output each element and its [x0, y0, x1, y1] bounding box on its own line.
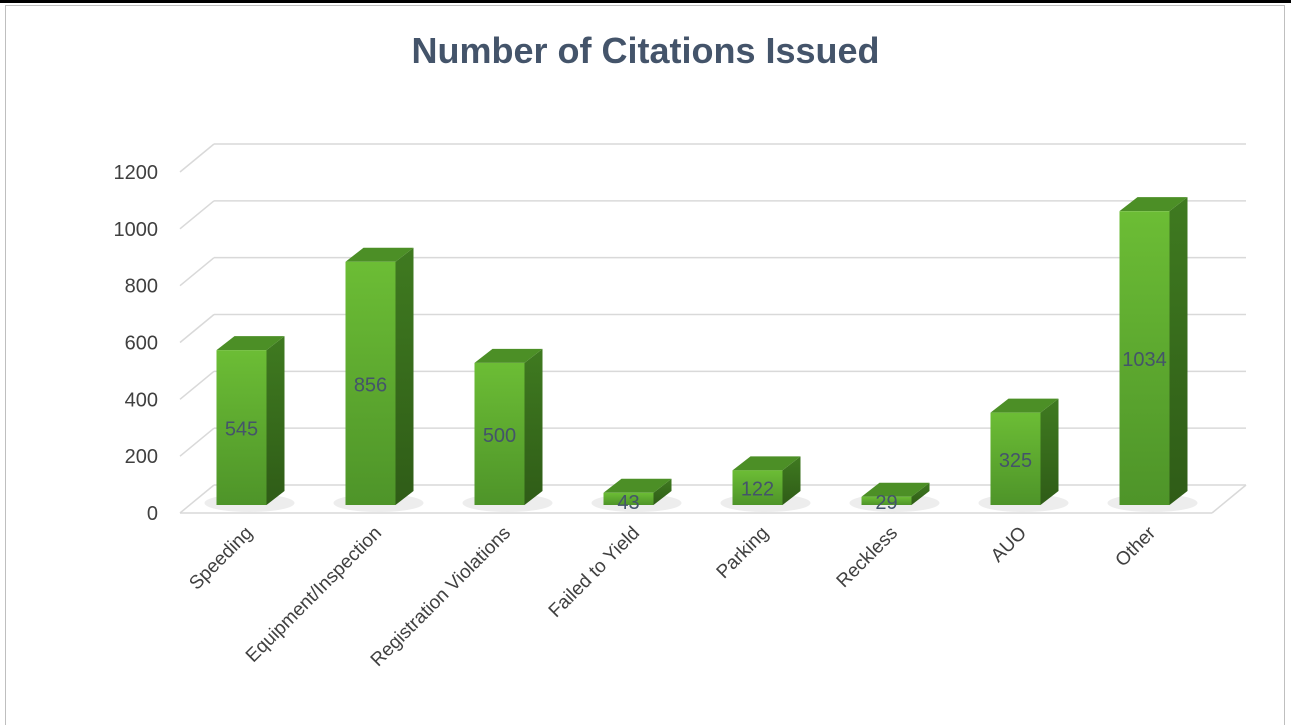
bar	[216, 350, 267, 505]
x-tick-label: Failed to Yield	[545, 523, 644, 622]
gridlines	[179, 143, 1247, 514]
gridline-diagonal	[179, 370, 215, 400]
x-tick-label: Parking	[713, 523, 773, 583]
chart-title: Number of Citations Issued	[411, 30, 880, 71]
y-tick-label: 0	[147, 503, 158, 525]
y-tick-label: 200	[125, 446, 158, 468]
bar	[1119, 211, 1170, 505]
x-tick-label: Reckless	[833, 523, 902, 592]
data-label: 43	[617, 492, 639, 514]
gridline-diagonal	[179, 143, 215, 173]
gridline-diagonal	[179, 313, 215, 344]
data-label: 856	[354, 374, 387, 396]
gridline-diagonal	[179, 427, 215, 457]
bar-side	[653, 478, 672, 505]
y-tick-label: 400	[125, 389, 158, 411]
y-tick-label: 1000	[114, 219, 159, 241]
bar-top	[474, 348, 543, 363]
bar-side	[1169, 197, 1188, 505]
bar	[603, 492, 654, 505]
bar	[474, 362, 525, 505]
bar-top	[861, 482, 930, 497]
gridline-diagonal	[179, 257, 215, 287]
y-tick-label: 600	[125, 333, 158, 355]
x-tick-label: AUO	[987, 523, 1031, 567]
top-border	[0, 0, 1291, 3]
data-label: 29	[875, 492, 897, 514]
y-tick-label: 1200	[114, 162, 159, 184]
data-label: 325	[999, 450, 1032, 472]
bar-top	[732, 456, 801, 471]
x-tick-label: Registration Violations	[367, 523, 515, 671]
bar	[990, 412, 1041, 505]
bar-top	[345, 247, 414, 262]
x-tick-label: Speeding	[185, 523, 257, 595]
bar-top	[1119, 197, 1188, 212]
bar-top	[216, 336, 285, 351]
bar-top	[603, 478, 672, 493]
bars: 545 856 500 43 122 29 325 1034	[204, 197, 1198, 514]
gridline-diagonal	[179, 200, 215, 230]
x-tick-label: Other	[1112, 522, 1161, 571]
bar	[732, 470, 783, 505]
bar	[861, 496, 912, 505]
bar-side	[395, 247, 414, 505]
bar-side	[1040, 398, 1059, 505]
bar-side	[524, 348, 543, 505]
floor-right-line	[1211, 484, 1247, 514]
x-axis: SpeedingEquipment/InspectionRegistration…	[185, 522, 1160, 671]
data-label: 545	[225, 419, 258, 441]
data-label: 122	[741, 479, 774, 501]
y-axis: 0 200 400 600 800 1000 1200	[114, 162, 159, 525]
y-tick-label: 800	[125, 276, 158, 298]
x-tick-label: Equipment/Inspection	[242, 523, 386, 667]
bar-side	[911, 482, 930, 505]
bar-side	[782, 456, 801, 505]
bar	[345, 261, 396, 505]
bar-top	[990, 398, 1059, 413]
gridline-diagonal	[179, 484, 215, 514]
data-label: 500	[483, 425, 516, 447]
data-label: 1034	[1122, 349, 1167, 371]
bar-side	[266, 336, 285, 505]
